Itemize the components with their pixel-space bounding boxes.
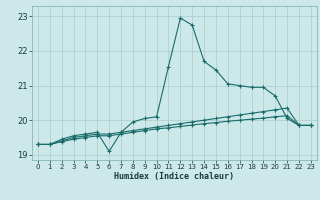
X-axis label: Humidex (Indice chaleur): Humidex (Indice chaleur) [115,172,234,181]
